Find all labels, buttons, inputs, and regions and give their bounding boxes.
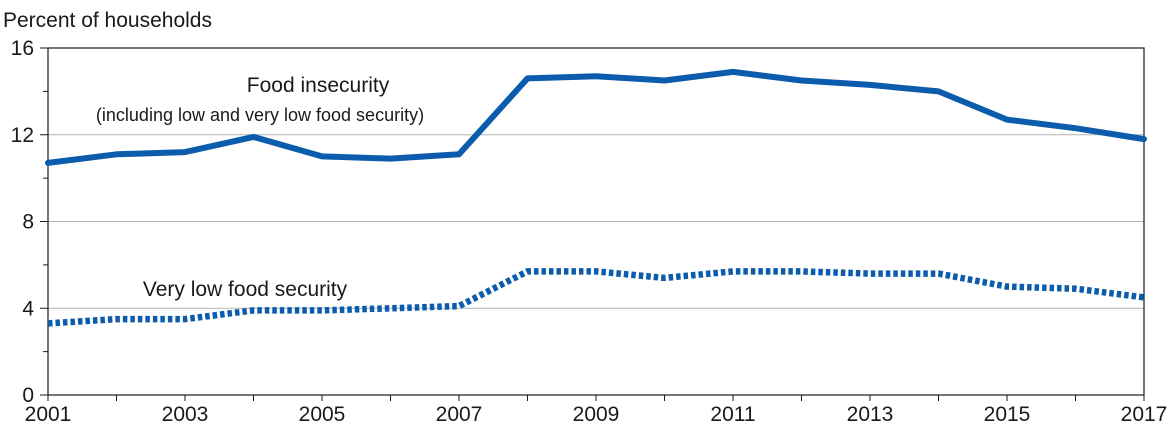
x-tick-label: 2015	[984, 403, 1031, 426]
x-tick-label: 2013	[847, 403, 894, 426]
y-axis-label: Percent of households	[3, 9, 212, 32]
series-label-very-low-food-security: Very low food security	[143, 278, 348, 301]
x-tick-label: 2001	[25, 403, 72, 426]
x-tick-label: 2005	[299, 403, 346, 426]
y-tick-label: 16	[11, 37, 34, 60]
series-line-very-low-food-security	[47, 268, 1145, 327]
y-tick-label: 12	[11, 124, 34, 147]
y-axis: 0 4 8 12 16	[11, 37, 48, 407]
x-tick-label: 2003	[162, 403, 209, 426]
series-label-food-insecurity: Food insecurity	[247, 74, 390, 97]
x-axis: 2001 2003 2005 2007 2009 2011 2013 2015 2017	[25, 395, 1168, 426]
y-tick-label: 4	[22, 297, 34, 320]
x-tick-label: 2011	[710, 403, 755, 426]
series-lines	[45, 68, 1147, 327]
y-tick-label: 0	[22, 384, 34, 407]
x-tick-label: 2017	[1121, 403, 1168, 426]
x-tick-label: 2009	[573, 403, 620, 426]
y-tick-label: 8	[22, 211, 34, 234]
series-note-food-insecurity: (including low and very low food securit…	[96, 105, 424, 125]
series-line-food-insecurity	[45, 68, 1147, 166]
gridlines	[47, 47, 1145, 396]
x-tick-label: 2007	[436, 403, 483, 426]
